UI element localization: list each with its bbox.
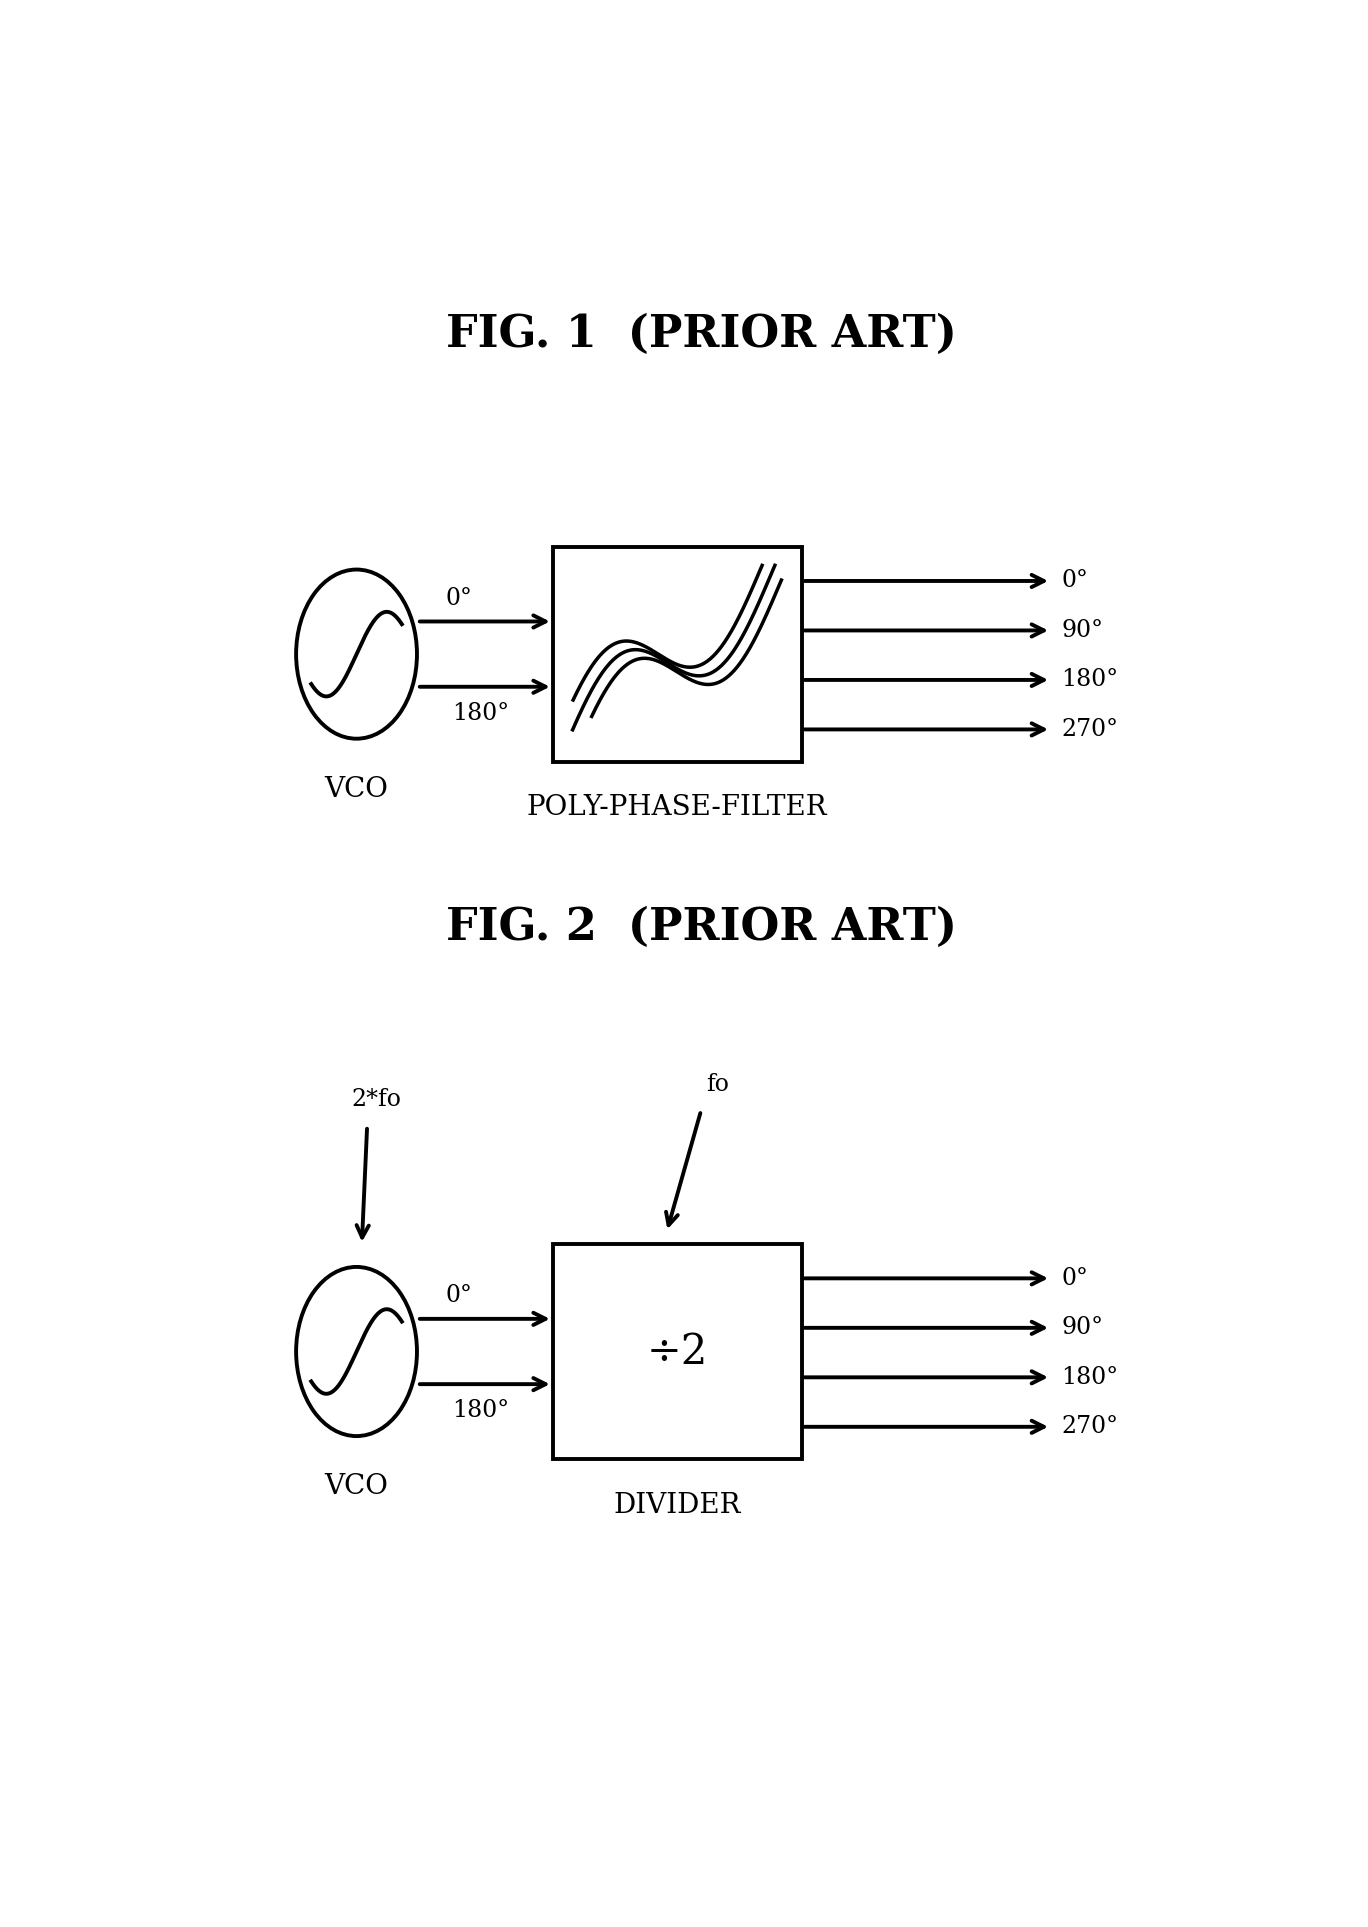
Bar (553, 547, 802, 761)
Text: 0°: 0° (446, 1283, 473, 1307)
Text: 0°: 0° (1062, 570, 1089, 592)
Text: 270°: 270° (1062, 719, 1119, 740)
Text: VCO: VCO (324, 1472, 389, 1501)
Text: FIG. 2  (PRIOR ART): FIG. 2 (PRIOR ART) (446, 906, 956, 950)
Text: ÷2: ÷2 (647, 1330, 707, 1372)
Text: 180°: 180° (451, 1399, 509, 1422)
Bar (553, 1245, 802, 1459)
Text: 90°: 90° (1062, 1316, 1104, 1339)
Text: 180°: 180° (1062, 1366, 1119, 1389)
Text: FIG. 1  (PRIOR ART): FIG. 1 (PRIOR ART) (446, 312, 956, 356)
Text: 0°: 0° (1062, 1266, 1089, 1289)
Text: 270°: 270° (1062, 1414, 1119, 1438)
Text: DIVIDER: DIVIDER (613, 1491, 741, 1518)
Text: POLY-PHASE-FILTER: POLY-PHASE-FILTER (527, 794, 828, 821)
Text: 2*fo: 2*fo (352, 1089, 401, 1112)
Text: VCO: VCO (324, 777, 389, 804)
Text: fo: fo (706, 1073, 729, 1096)
Text: 90°: 90° (1062, 619, 1104, 642)
Text: 180°: 180° (1062, 669, 1119, 692)
Text: 180°: 180° (451, 701, 509, 725)
Text: 0°: 0° (446, 586, 473, 609)
